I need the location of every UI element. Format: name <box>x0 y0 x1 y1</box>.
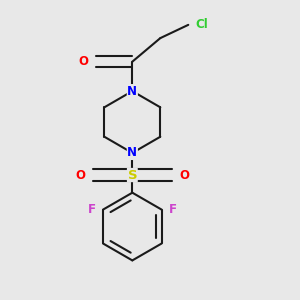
Text: O: O <box>179 169 189 182</box>
Text: S: S <box>128 169 137 182</box>
Text: N: N <box>127 146 137 159</box>
Text: O: O <box>78 55 88 68</box>
Text: F: F <box>88 203 96 216</box>
Text: F: F <box>169 203 177 216</box>
Text: N: N <box>127 85 137 98</box>
Text: Cl: Cl <box>196 18 208 32</box>
Text: O: O <box>75 169 85 182</box>
